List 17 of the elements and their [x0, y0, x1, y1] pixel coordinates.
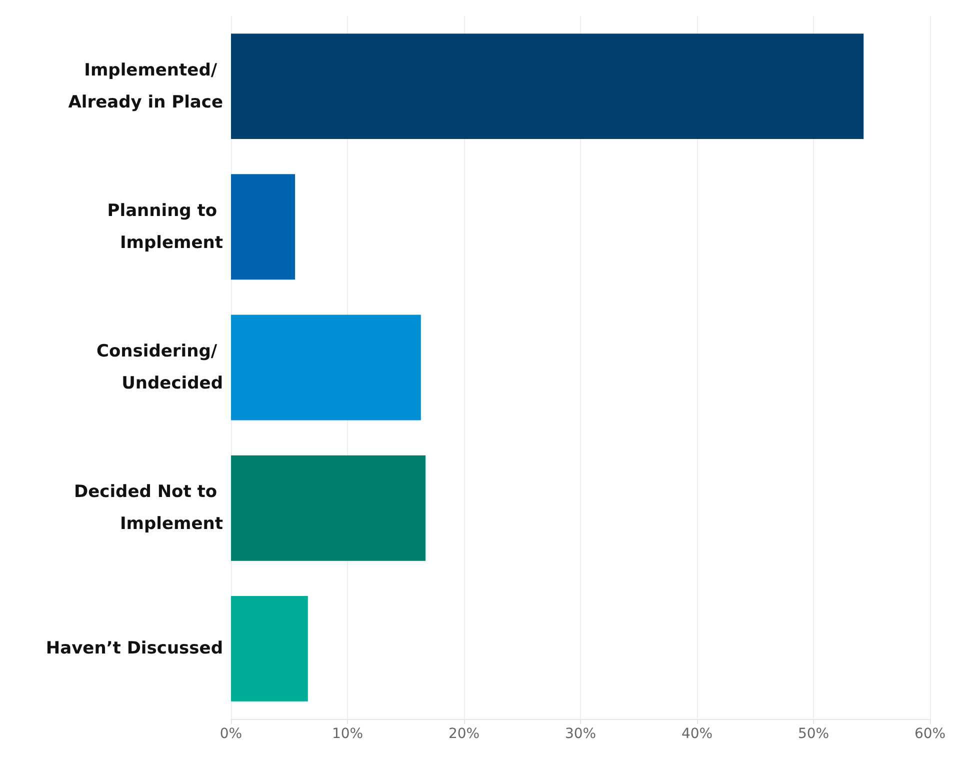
x-tick-label: 0%: [220, 726, 242, 742]
bar: [231, 596, 308, 702]
bar: [231, 174, 296, 280]
bar: [231, 314, 421, 420]
y-tick-label: Implemented/ Already in Place: [68, 60, 223, 112]
bar: [231, 34, 864, 140]
bar: [231, 455, 426, 561]
x-tick-label: 40%: [681, 726, 713, 742]
y-tick-label: Decided Not to Implement: [74, 482, 223, 534]
x-tick-label: 60%: [914, 726, 946, 742]
y-tick-label: Considering/ Undecided: [96, 342, 223, 394]
y-tick-label: Planning to Implement: [107, 200, 223, 253]
y-tick-label: Haven’t Discussed: [46, 638, 223, 659]
x-tick-label: 10%: [332, 726, 364, 742]
x-tick-label: 50%: [798, 726, 830, 742]
x-tick-label: 30%: [564, 726, 596, 742]
x-tick-label: 20%: [448, 726, 480, 742]
